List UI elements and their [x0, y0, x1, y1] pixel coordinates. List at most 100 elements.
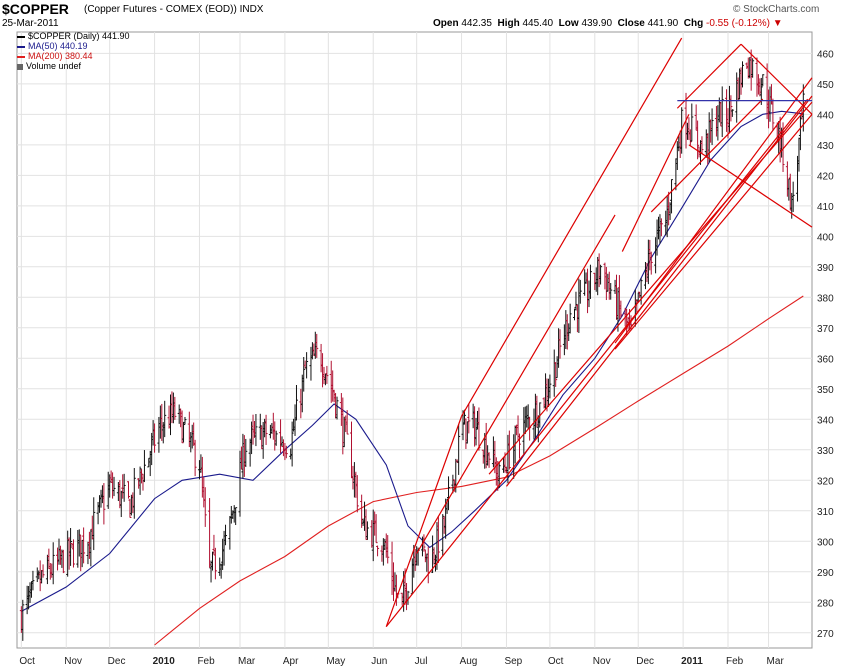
trendline [688, 144, 813, 228]
ohlc-bar [659, 218, 663, 237]
legend-volume: Volume undef [17, 61, 130, 71]
ohlc-bar [69, 528, 73, 566]
close-label: Close [617, 18, 645, 29]
ohlc-bar [41, 564, 45, 578]
ohlc-bar [142, 450, 146, 483]
y-tick-label: 280 [817, 598, 834, 609]
ohlc-bar [649, 251, 653, 275]
ohlc-bar [447, 476, 451, 511]
ohlc-bar [568, 303, 572, 334]
ohlc-bar [302, 357, 306, 392]
trendline [614, 113, 813, 350]
x-tick-label: Oct [548, 656, 564, 667]
low-label: Low [558, 18, 579, 29]
y-tick-label: 350 [817, 385, 834, 396]
price-bars [19, 49, 805, 641]
ohlc-bar [203, 487, 207, 527]
ohlc-bar [163, 400, 167, 438]
chg-value: -0.55 (-0.12%) [706, 18, 770, 29]
ohlc-bar [791, 181, 795, 212]
y-tick-label: 420 [817, 171, 834, 182]
ohlc-bar [138, 466, 142, 495]
ohlc-bar [183, 416, 187, 425]
legend-ma50: MA(50) 440.19 [17, 41, 130, 51]
ohlc-bar [730, 109, 734, 117]
ohlc-bar [639, 278, 643, 305]
trendline [676, 43, 742, 109]
y-tick-label: 400 [817, 232, 834, 243]
ohlc-bar [365, 521, 369, 540]
ohlc-bar [325, 365, 329, 384]
ma200-line [154, 295, 804, 646]
ohlc-bar [213, 547, 217, 580]
ohlc-bar [588, 264, 592, 299]
trendline [416, 214, 616, 554]
ohlc-bar [290, 421, 294, 467]
ohlc-bar [751, 58, 755, 78]
ma50-line [21, 110, 804, 612]
x-tick-label: Oct [19, 656, 35, 667]
open-label: Open [433, 18, 459, 29]
close-value: 441.90 [647, 18, 679, 29]
ohlc-bar [61, 549, 65, 574]
trendlines [385, 37, 813, 628]
legend-price: $COPPER (Daily) 441.90 [17, 31, 130, 41]
trendline [621, 114, 690, 252]
plot-area [16, 31, 813, 649]
ohlc-bar [487, 452, 491, 468]
y-tick-label: 360 [817, 354, 834, 365]
ohlc-bar [710, 108, 714, 146]
x-tick-label: 2010 [153, 656, 176, 667]
ohlc-bar [51, 542, 55, 585]
trendline [461, 37, 683, 417]
trendline [650, 98, 764, 213]
x-tick-label: Jun [371, 656, 387, 667]
ohlc-bar [497, 461, 501, 489]
x-tick-label: Mar [767, 656, 785, 667]
ohlc-bar [696, 120, 700, 160]
x-tick-label: Sep [504, 656, 522, 667]
ohlc-bar [436, 515, 440, 564]
ohlc-bar [128, 498, 132, 518]
ohlc-bar [274, 430, 278, 446]
chart-legend: $COPPER (Daily) 441.90 MA(50) 440.19 MA(… [17, 31, 130, 71]
trendline [614, 77, 813, 344]
ohlc-bar [180, 410, 184, 444]
ohlc-bar [599, 264, 603, 285]
ma50-layer [21, 110, 804, 612]
ohlc-bar [31, 570, 35, 591]
trendline [740, 43, 813, 115]
ohlc-bar [234, 507, 238, 526]
x-tick-label: May [326, 656, 345, 667]
y-tick-label: 270 [817, 629, 834, 640]
y-tick-label: 380 [817, 293, 834, 304]
trendline [505, 95, 813, 487]
ohlc-bar [122, 473, 126, 502]
ohlc-bar [771, 98, 775, 131]
open-value: 442.35 [461, 18, 492, 29]
legend-ma200: MA(200) 380.44 [17, 51, 130, 61]
ohlc-bar [173, 396, 177, 420]
ohlc-bar [244, 438, 248, 468]
ohlc-bar [554, 362, 558, 387]
x-tick-label: Feb [197, 656, 215, 667]
x-tick-label: Aug [460, 656, 478, 667]
y-tick-label: 450 [817, 80, 834, 91]
y-tick-label: 390 [817, 263, 834, 274]
ma200-layer [154, 295, 804, 646]
ohlc-bar [740, 61, 744, 88]
x-tick-label: Jul [415, 656, 428, 667]
y-tick-label: 430 [817, 141, 834, 152]
ohlc-bar [305, 352, 309, 379]
trendline [385, 98, 809, 628]
ohlc-bar [102, 483, 106, 525]
stockcharts-brand[interactable]: © StockCharts.com [733, 4, 820, 15]
y-tick-label: 410 [817, 202, 834, 213]
ohlc-bar [182, 421, 186, 443]
chart-header: $COPPER (Copper Futures - COMEX (EOD)) I… [0, 0, 850, 30]
ohlc-bar [467, 403, 471, 434]
y-tick-label: 370 [817, 324, 834, 335]
ohlc-bar [386, 535, 390, 564]
ohlc-bar [71, 539, 75, 568]
